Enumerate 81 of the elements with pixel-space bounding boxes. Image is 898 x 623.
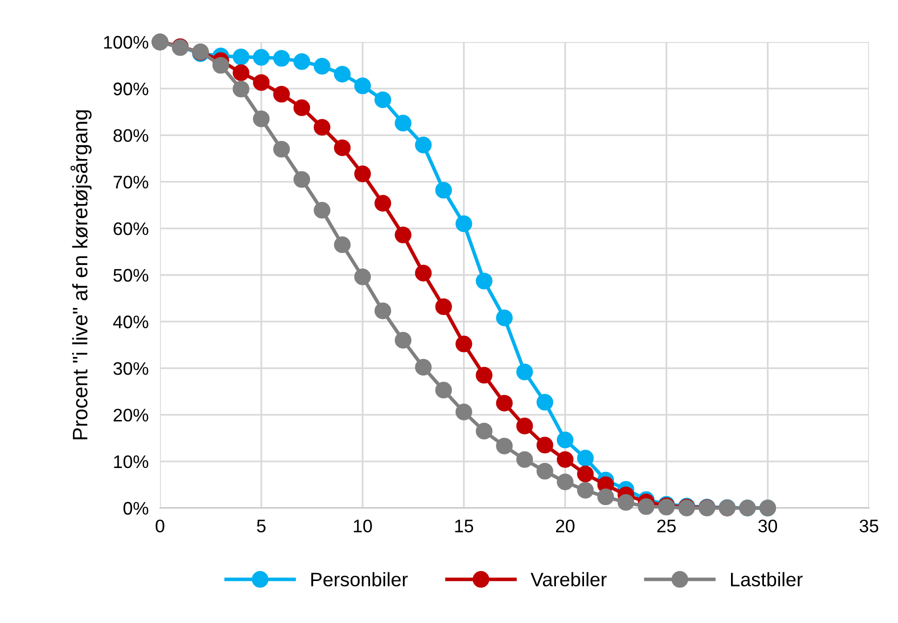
point bbox=[354, 268, 371, 286]
point bbox=[415, 136, 432, 154]
point bbox=[476, 272, 492, 290]
point bbox=[394, 114, 412, 132]
point bbox=[516, 418, 533, 434]
legend-label: Varebiler bbox=[530, 572, 607, 586]
point bbox=[456, 404, 472, 420]
y-tick-label: 0% bbox=[124, 502, 148, 515]
legend-label: Lastbiler bbox=[731, 572, 803, 586]
point bbox=[577, 450, 594, 466]
point bbox=[334, 139, 351, 156]
x-tick-label: 30 bbox=[758, 520, 778, 532]
point bbox=[252, 110, 270, 128]
point bbox=[394, 332, 412, 349]
x-tick-label: 15 bbox=[455, 520, 474, 532]
point bbox=[354, 166, 371, 182]
point bbox=[618, 494, 634, 511]
point bbox=[334, 236, 351, 254]
y-tick-label: 100% bbox=[104, 36, 148, 49]
x-tick-label: 20 bbox=[556, 520, 574, 532]
x-tick-label: 10 bbox=[354, 520, 372, 532]
point bbox=[456, 215, 472, 232]
y-tick-label: 70% bbox=[114, 176, 148, 189]
point bbox=[212, 56, 230, 74]
point bbox=[577, 482, 594, 499]
point bbox=[314, 202, 330, 219]
point bbox=[516, 451, 533, 468]
point bbox=[273, 86, 290, 103]
legend-label: Personbiler bbox=[311, 572, 408, 586]
point bbox=[314, 58, 330, 75]
y-tick-label: 10% bbox=[114, 455, 148, 468]
point bbox=[374, 302, 392, 320]
y-tick-label: 60% bbox=[114, 222, 148, 236]
point bbox=[415, 358, 432, 376]
point bbox=[496, 394, 513, 412]
point bbox=[232, 64, 250, 82]
point bbox=[435, 182, 452, 199]
point bbox=[577, 466, 594, 482]
point bbox=[293, 171, 310, 188]
point bbox=[293, 53, 310, 70]
point bbox=[496, 438, 513, 454]
point bbox=[314, 118, 330, 136]
point bbox=[476, 366, 492, 384]
point bbox=[252, 49, 270, 66]
y-tick-label: 50% bbox=[113, 268, 148, 282]
point bbox=[273, 50, 290, 67]
y-tick-label: 80% bbox=[114, 129, 148, 142]
point bbox=[354, 77, 371, 94]
point bbox=[273, 140, 290, 158]
point bbox=[476, 422, 492, 440]
point bbox=[536, 462, 554, 480]
point bbox=[556, 432, 574, 448]
y-tick-label: 40% bbox=[113, 316, 148, 328]
point bbox=[232, 48, 250, 66]
point bbox=[536, 394, 554, 411]
point bbox=[556, 451, 574, 468]
point bbox=[556, 474, 574, 490]
point bbox=[516, 364, 533, 380]
point bbox=[394, 226, 412, 244]
y-tick-label: 90% bbox=[114, 82, 148, 96]
point bbox=[293, 99, 310, 116]
x-tick-label: 25 bbox=[657, 520, 676, 532]
y-axis-title: Procent "i live" af en køretøjsårgang bbox=[70, 110, 92, 440]
x-tick-label: 0 bbox=[156, 520, 164, 532]
point bbox=[456, 336, 472, 352]
point bbox=[232, 80, 250, 98]
y-tick-label: 20% bbox=[114, 408, 148, 422]
x-tick-label: 35 bbox=[860, 520, 878, 532]
x-tick-label: 5 bbox=[256, 520, 266, 532]
point bbox=[252, 74, 270, 91]
point bbox=[435, 382, 452, 398]
point bbox=[536, 436, 554, 454]
point bbox=[374, 194, 392, 212]
point bbox=[597, 488, 614, 506]
point bbox=[435, 298, 452, 316]
point bbox=[334, 66, 351, 82]
point bbox=[415, 264, 432, 282]
point bbox=[496, 310, 513, 326]
y-tick-label: 30% bbox=[113, 362, 148, 375]
point bbox=[374, 91, 392, 108]
point bbox=[638, 498, 655, 515]
